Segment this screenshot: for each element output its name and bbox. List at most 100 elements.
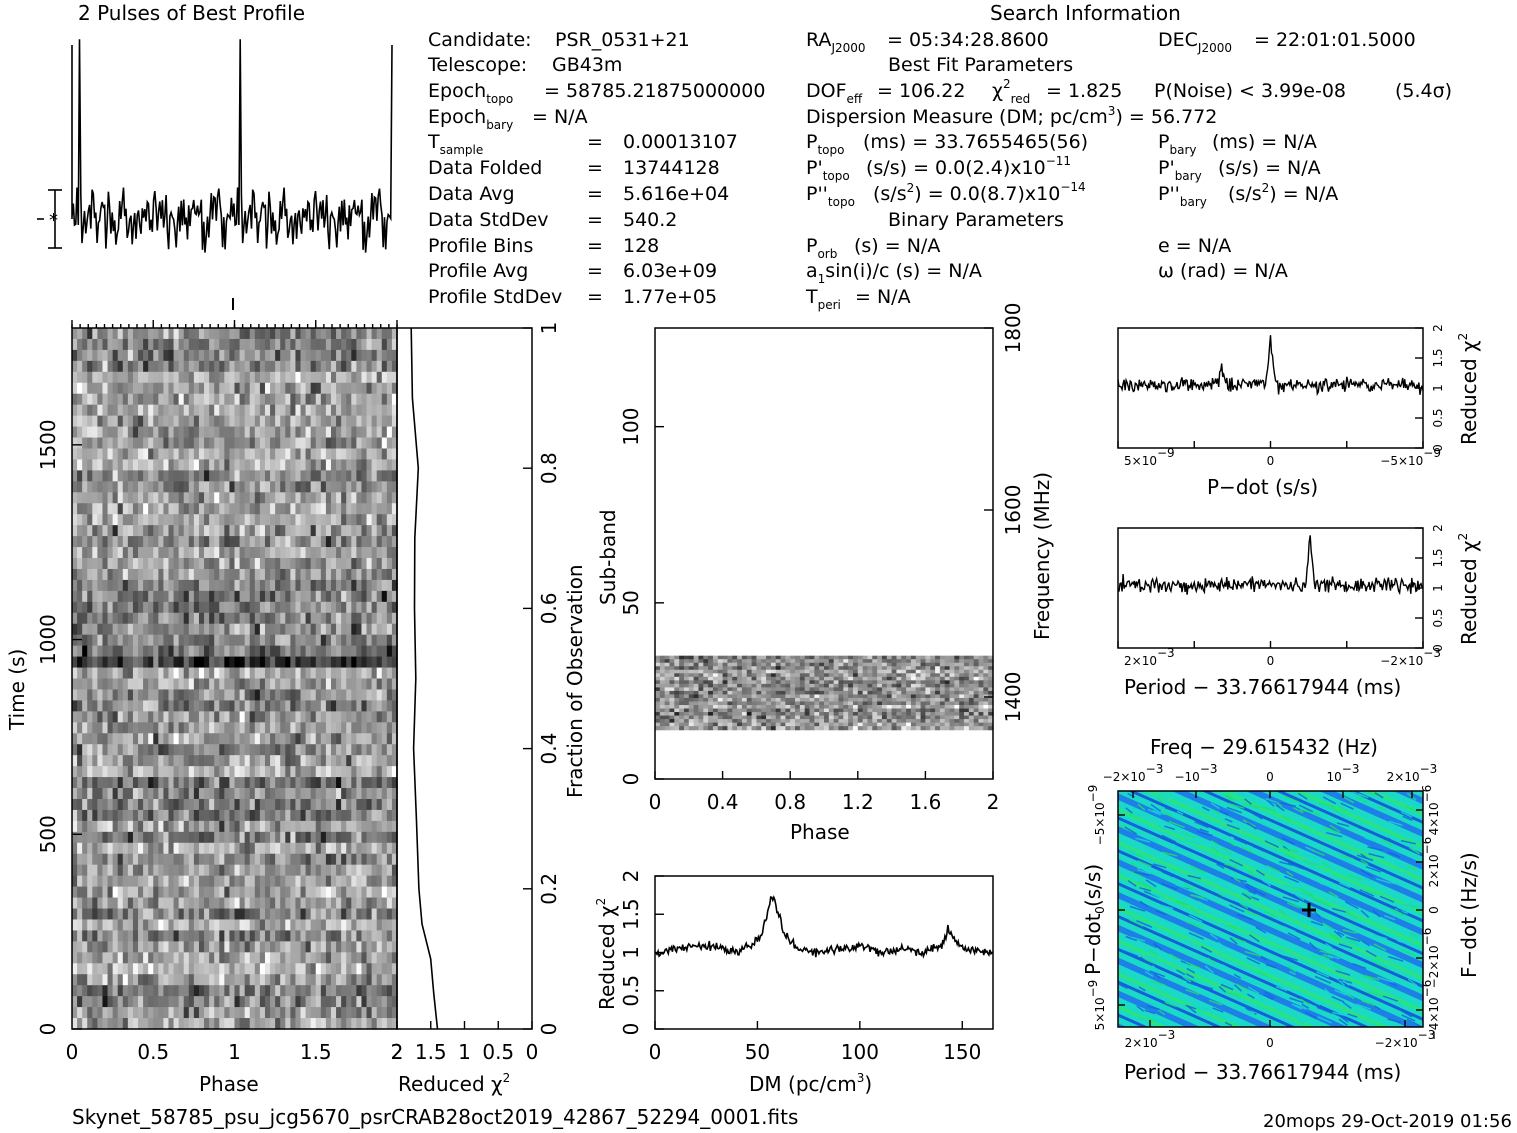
subband-cell (785, 680, 791, 685)
time-phase-cell (300, 579, 307, 592)
time-phase-cell (92, 612, 98, 625)
time-phase-cell (163, 864, 170, 877)
time-phase-cell (153, 798, 159, 811)
time-phase-cell (234, 831, 241, 844)
time-phase-cell (391, 623, 398, 636)
time-phase-cell (77, 733, 83, 745)
time-phase-cell (295, 974, 302, 986)
time-phase-cell (315, 689, 322, 701)
time-phase-cell (341, 437, 347, 450)
time-phase-cell (264, 798, 271, 811)
time-phase-cell (102, 492, 109, 504)
time-phase-cell (219, 864, 225, 877)
time-phase-cell (193, 459, 200, 471)
time-phase-cell (381, 579, 388, 592)
time-phase-cell (290, 656, 297, 669)
time-phase-cell (264, 985, 271, 997)
time-phase-cell (244, 459, 251, 471)
time-phase-cell (198, 492, 205, 504)
time-phase-cell (366, 809, 373, 822)
time-phase-cell (295, 568, 302, 581)
time-phase-cell (310, 382, 317, 395)
time-phase-cell (219, 853, 225, 866)
time-phase-cell (361, 547, 368, 559)
time-phase-cell (386, 996, 393, 1008)
time-phase-cell (219, 481, 225, 493)
time-phase-cell (346, 842, 352, 855)
time-phase-cell (117, 996, 124, 1008)
time-phase-cell (386, 831, 393, 844)
subband-cell (679, 690, 685, 696)
time-phase-cell (295, 952, 302, 964)
time-phase-cell (239, 645, 246, 658)
subband-cell (746, 673, 753, 678)
time-phase-cell (249, 579, 256, 592)
time-phase-cell (325, 908, 332, 921)
time-phase-cell (356, 831, 363, 844)
subband-cell (722, 687, 729, 692)
time-phase-cell (82, 536, 88, 548)
subband-cell (896, 683, 902, 688)
subband-cell (761, 687, 767, 692)
time-phase-cell (193, 547, 200, 559)
time-phase-cell (361, 525, 368, 537)
time-phase-cell (310, 985, 317, 997)
time-phase-cell (132, 393, 139, 406)
time-phase-cell (351, 897, 357, 910)
time-phase-cell (112, 667, 119, 680)
time-phase-cell (371, 864, 378, 877)
time-phase-cell (259, 766, 266, 778)
time-phase-cell (371, 470, 378, 482)
subband-cell (872, 659, 878, 664)
time-phase-cell (214, 328, 220, 340)
time-phase-cell (346, 1018, 352, 1030)
time-phase-cell (97, 700, 104, 712)
time-phase-cell (148, 579, 154, 592)
time-phase-cell (178, 634, 185, 647)
time-phase-cell (178, 766, 185, 778)
time-phase-cell (305, 722, 312, 734)
time-phase-cell (381, 777, 388, 789)
time-phase-cell (132, 798, 139, 811)
time-phase-cell (356, 952, 363, 964)
time-phase-cell (361, 842, 368, 855)
time-phase-cell (300, 941, 307, 953)
time-phase-cell (158, 448, 165, 461)
subband-cell (679, 680, 685, 685)
time-phase-cell (325, 733, 332, 745)
time-phase-cell (376, 547, 383, 559)
subband-cell (910, 666, 917, 671)
time-phase-cell (239, 853, 246, 866)
time-phase-cell (117, 930, 124, 942)
time-phase-cell (285, 689, 291, 701)
time-phase-cell (336, 371, 342, 384)
time-phase-cell (325, 842, 332, 855)
time-phase-cell (341, 941, 347, 953)
time-phase-cell (391, 481, 398, 493)
time-phase-cell (346, 820, 352, 833)
time-phase-cell (386, 503, 393, 515)
time-phase-cell (92, 328, 98, 340)
subband-cell (819, 655, 825, 660)
time-phase-cell (336, 798, 342, 811)
time-phase-cell (193, 733, 200, 745)
time-phase-cell (127, 941, 134, 953)
time-phase-cell (87, 788, 93, 800)
time-phase-cell (127, 426, 134, 439)
time-phase-cell (209, 974, 215, 986)
time-phase-cell (320, 481, 327, 493)
time-phase-cell (224, 645, 231, 658)
bins-label: Profile Bins (428, 235, 533, 257)
time-phase-cell (117, 788, 124, 800)
time-phase-cell (229, 558, 236, 570)
subband-cell (804, 666, 811, 671)
time-phase-cell (132, 349, 139, 362)
time-phase-cell (163, 503, 170, 515)
time-phase-cell (330, 525, 337, 537)
time-phase-cell (204, 864, 210, 877)
time-phase-cell (305, 634, 312, 647)
time-phase-cell (356, 371, 363, 384)
time-phase-cell (82, 733, 88, 745)
time-phase-cell (148, 985, 154, 997)
